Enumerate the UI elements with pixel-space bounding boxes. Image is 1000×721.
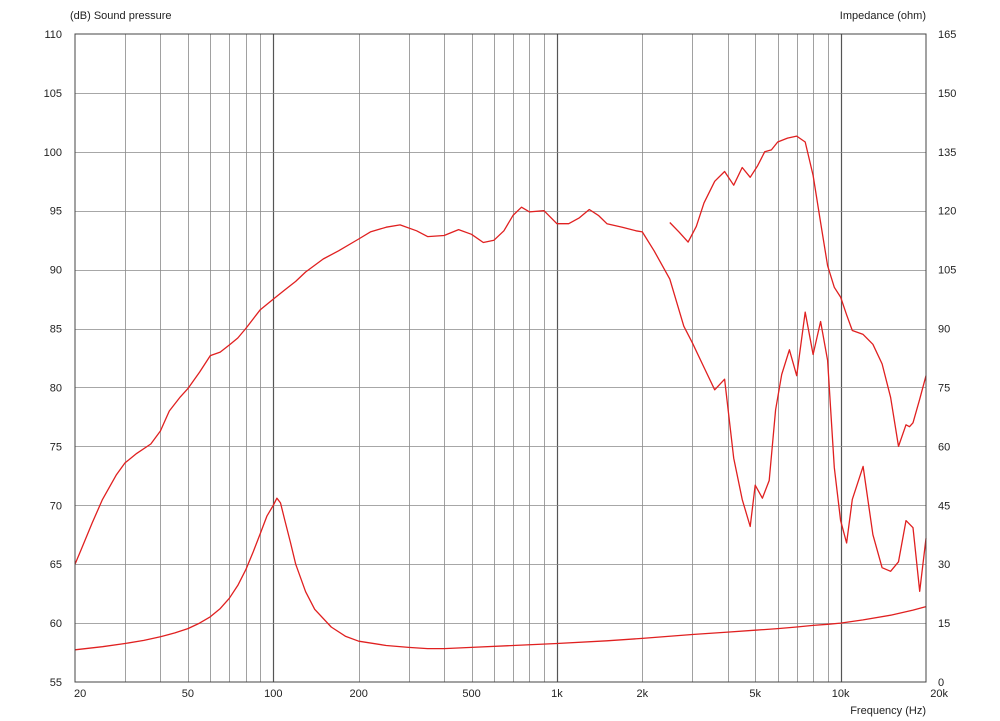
right-tick-label: 90 xyxy=(938,324,950,336)
plot-border xyxy=(74,33,927,683)
right-tick-label: 15 xyxy=(938,618,950,630)
right-tick-label: 0 xyxy=(938,677,944,689)
series-line-2 xyxy=(74,497,927,651)
right-tick-label: 120 xyxy=(938,206,956,218)
left-tick-label: 70 xyxy=(50,500,62,512)
left-tick-label: 90 xyxy=(50,265,62,277)
x-tick-label: 500 xyxy=(462,688,480,700)
x-tick-label: 20k xyxy=(930,688,948,700)
left-tick-label: 80 xyxy=(50,382,62,394)
left-tick-label: 75 xyxy=(50,441,62,453)
grid-lines xyxy=(75,34,926,682)
left-tick-label: 110 xyxy=(44,29,62,41)
x-tick-label: 10k xyxy=(832,688,850,700)
left-tick-label: 55 xyxy=(50,677,62,689)
right-tick-label: 150 xyxy=(938,88,956,100)
left-tick-label: 65 xyxy=(50,559,62,571)
x-axis-title: Frequency (Hz) xyxy=(850,705,926,717)
x-tick-label: 2k xyxy=(637,688,649,700)
right-tick-label: 30 xyxy=(938,559,950,571)
right-axis-title: Impedance (ohm) xyxy=(840,10,926,22)
right-tick-label: 45 xyxy=(938,500,950,512)
x-tick-label: 50 xyxy=(182,688,194,700)
x-tick-label: 200 xyxy=(349,688,367,700)
left-tick-label: 95 xyxy=(50,206,62,218)
tick-labels: 55 60 65 70 75 80 85 90 95 100 105 110 0 15 30 45 60 75 90… xyxy=(44,29,957,700)
right-tick-label: 165 xyxy=(938,29,956,41)
series-line-1 xyxy=(74,206,927,592)
x-tick-label: 1k xyxy=(551,688,563,700)
series-group xyxy=(74,135,927,651)
left-tick-label: 60 xyxy=(50,618,62,630)
right-tick-label: 105 xyxy=(938,265,956,277)
left-tick-label: 100 xyxy=(44,147,62,159)
right-tick-label: 60 xyxy=(938,441,950,453)
series-line-3 xyxy=(669,135,927,448)
right-tick-label: 135 xyxy=(938,147,956,159)
right-tick-label: 75 xyxy=(938,382,950,394)
left-tick-label: 105 xyxy=(44,88,62,100)
left-tick-label: 85 xyxy=(50,324,62,336)
left-axis-title: (dB) Sound pressure xyxy=(70,10,172,22)
x-tick-label: 20 xyxy=(74,688,86,700)
x-tick-label: 100 xyxy=(264,688,282,700)
plot-area xyxy=(75,34,926,682)
x-tick-label: 5k xyxy=(749,688,761,700)
